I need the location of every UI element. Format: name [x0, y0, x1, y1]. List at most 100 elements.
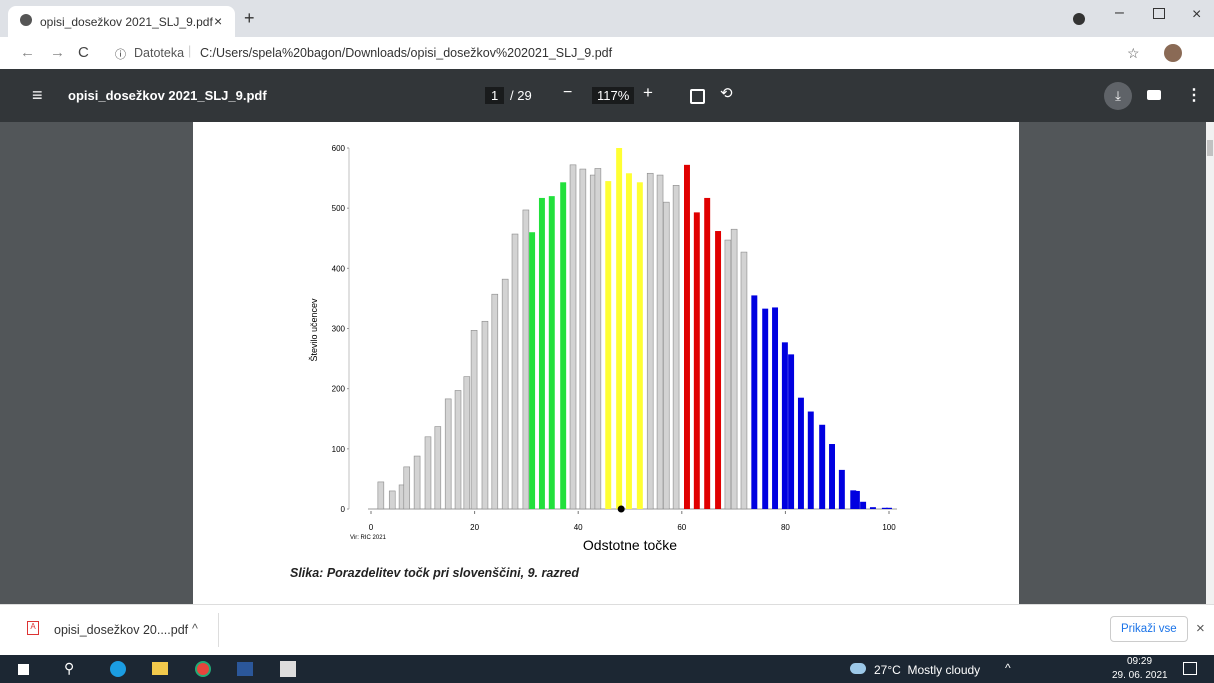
download-bar: A opisi_dosežkov 20....pdf ^ Prikaži vse…	[0, 604, 1214, 656]
bar	[693, 212, 700, 509]
star[interactable]: ☆	[1127, 45, 1140, 61]
rotate[interactable]: ⟲	[720, 85, 733, 102]
source: Vir: RIC 2021	[350, 535, 387, 541]
tray[interactable]: ^	[1005, 661, 1011, 675]
bar	[636, 182, 643, 510]
address-bar: ← → C ⓘ Datoteka | C:/Users/spela%20bago…	[0, 37, 1214, 70]
url[interactable]: C:/Users/spela%20bagon/Downloads/opisi_d…	[200, 46, 613, 60]
bar	[684, 164, 690, 509]
bar	[548, 196, 555, 509]
restore[interactable]	[1153, 8, 1165, 19]
zoom-in[interactable]: +	[643, 83, 653, 102]
explorer[interactable]	[152, 662, 168, 675]
tab-title: opisi_dosežkov 2021_SLJ_9.pdf	[40, 15, 213, 29]
date: 29. 06. 2021	[1112, 670, 1168, 681]
start[interactable]	[18, 664, 29, 675]
close[interactable]: ×	[1192, 6, 1202, 23]
chrome[interactable]	[195, 661, 211, 677]
edge[interactable]	[110, 661, 126, 677]
y-tick-label: 500	[332, 204, 346, 213]
bar	[672, 185, 680, 510]
taskbar: ⚲ 27°C Mostly cloudy ^ 09:29 29. 06. 202…	[0, 655, 1214, 683]
bar	[424, 436, 432, 510]
marker	[617, 505, 625, 513]
page-input[interactable]: 1	[485, 87, 505, 104]
x-tick-label: 0	[369, 523, 374, 532]
bar	[838, 469, 845, 509]
pdf-toolbar: ≡ opisi_dosežkov 2021_SLJ_9.pdf 1 / 29 −…	[0, 69, 1214, 122]
bar	[560, 182, 567, 510]
info-icon[interactable]: ⓘ	[115, 49, 126, 61]
time: 09:29	[1127, 656, 1153, 667]
bar	[781, 342, 788, 509]
bar	[491, 293, 499, 510]
download-file[interactable]: opisi_dosežkov 20....pdf	[54, 623, 189, 637]
more[interactable]: ⋮	[1186, 87, 1202, 104]
download[interactable]: ⤓	[1104, 82, 1132, 110]
forward[interactable]: →	[50, 44, 65, 61]
bar	[501, 278, 509, 510]
bar	[762, 308, 769, 509]
zoom-out[interactable]: −	[563, 84, 573, 101]
bar	[850, 490, 857, 509]
address-prefix: Datoteka	[134, 46, 185, 60]
bar	[819, 424, 826, 509]
bar	[444, 398, 452, 510]
search[interactable]: ⚲	[64, 660, 75, 676]
bar	[388, 490, 396, 510]
y-tick-label: 200	[332, 385, 346, 394]
scroll-thumb[interactable]	[1207, 140, 1213, 156]
x-axis-label: Odstotne točke	[583, 537, 677, 553]
x-tick-label: 60	[677, 523, 686, 532]
zoom-input[interactable]: 117%	[592, 87, 635, 104]
bar	[730, 228, 738, 510]
avatar[interactable]	[1164, 44, 1182, 62]
menu[interactable]: ≡	[32, 85, 43, 105]
show-all[interactable]: Prikaži vse	[1110, 616, 1188, 642]
minimize[interactable]: –	[1115, 4, 1124, 21]
bar	[413, 455, 421, 510]
tab-close[interactable]: ×	[214, 13, 223, 29]
profile-dot[interactable]	[1073, 13, 1085, 25]
notifications[interactable]	[1183, 662, 1197, 675]
bar	[646, 172, 654, 510]
bar	[704, 197, 711, 509]
download-menu[interactable]: ^	[192, 622, 198, 636]
bar	[594, 168, 602, 510]
print[interactable]	[1147, 90, 1161, 100]
weather[interactable]: 27°C Mostly cloudy	[874, 663, 981, 677]
scrollbar[interactable]	[1206, 122, 1214, 604]
app[interactable]	[280, 661, 296, 677]
bar	[715, 231, 722, 509]
y-tick-label: 400	[332, 264, 346, 273]
bar	[772, 307, 779, 509]
bar	[740, 251, 748, 510]
y-tick-label: 0	[341, 505, 346, 514]
bar	[869, 507, 876, 509]
bar	[724, 239, 732, 510]
divider: |	[188, 44, 192, 58]
bar	[569, 164, 577, 510]
bar	[662, 201, 670, 510]
new-tab[interactable]: +	[244, 8, 255, 28]
bar	[751, 295, 758, 509]
word[interactable]	[237, 662, 253, 676]
bar	[616, 148, 623, 509]
bar	[807, 411, 814, 509]
tab[interactable]: opisi_dosežkov 2021_SLJ_9.pdf ×	[8, 6, 235, 37]
close-download-bar[interactable]: ×	[1196, 620, 1205, 637]
y-axis-label: Število učencev	[309, 298, 319, 362]
bar	[625, 173, 632, 509]
back[interactable]: ←	[20, 44, 35, 61]
x-tick-label: 20	[470, 523, 479, 532]
bar	[860, 501, 867, 509]
reload[interactable]: C	[78, 44, 89, 61]
bar	[881, 507, 888, 509]
x-tick-label: 80	[781, 523, 790, 532]
pdf-page: Število učencev Vir: RIC 2021 Odstotne t…	[193, 122, 1019, 604]
page-total: / 29	[510, 88, 532, 103]
fit-page[interactable]	[690, 89, 705, 104]
bar	[522, 209, 530, 510]
separator	[218, 613, 219, 647]
